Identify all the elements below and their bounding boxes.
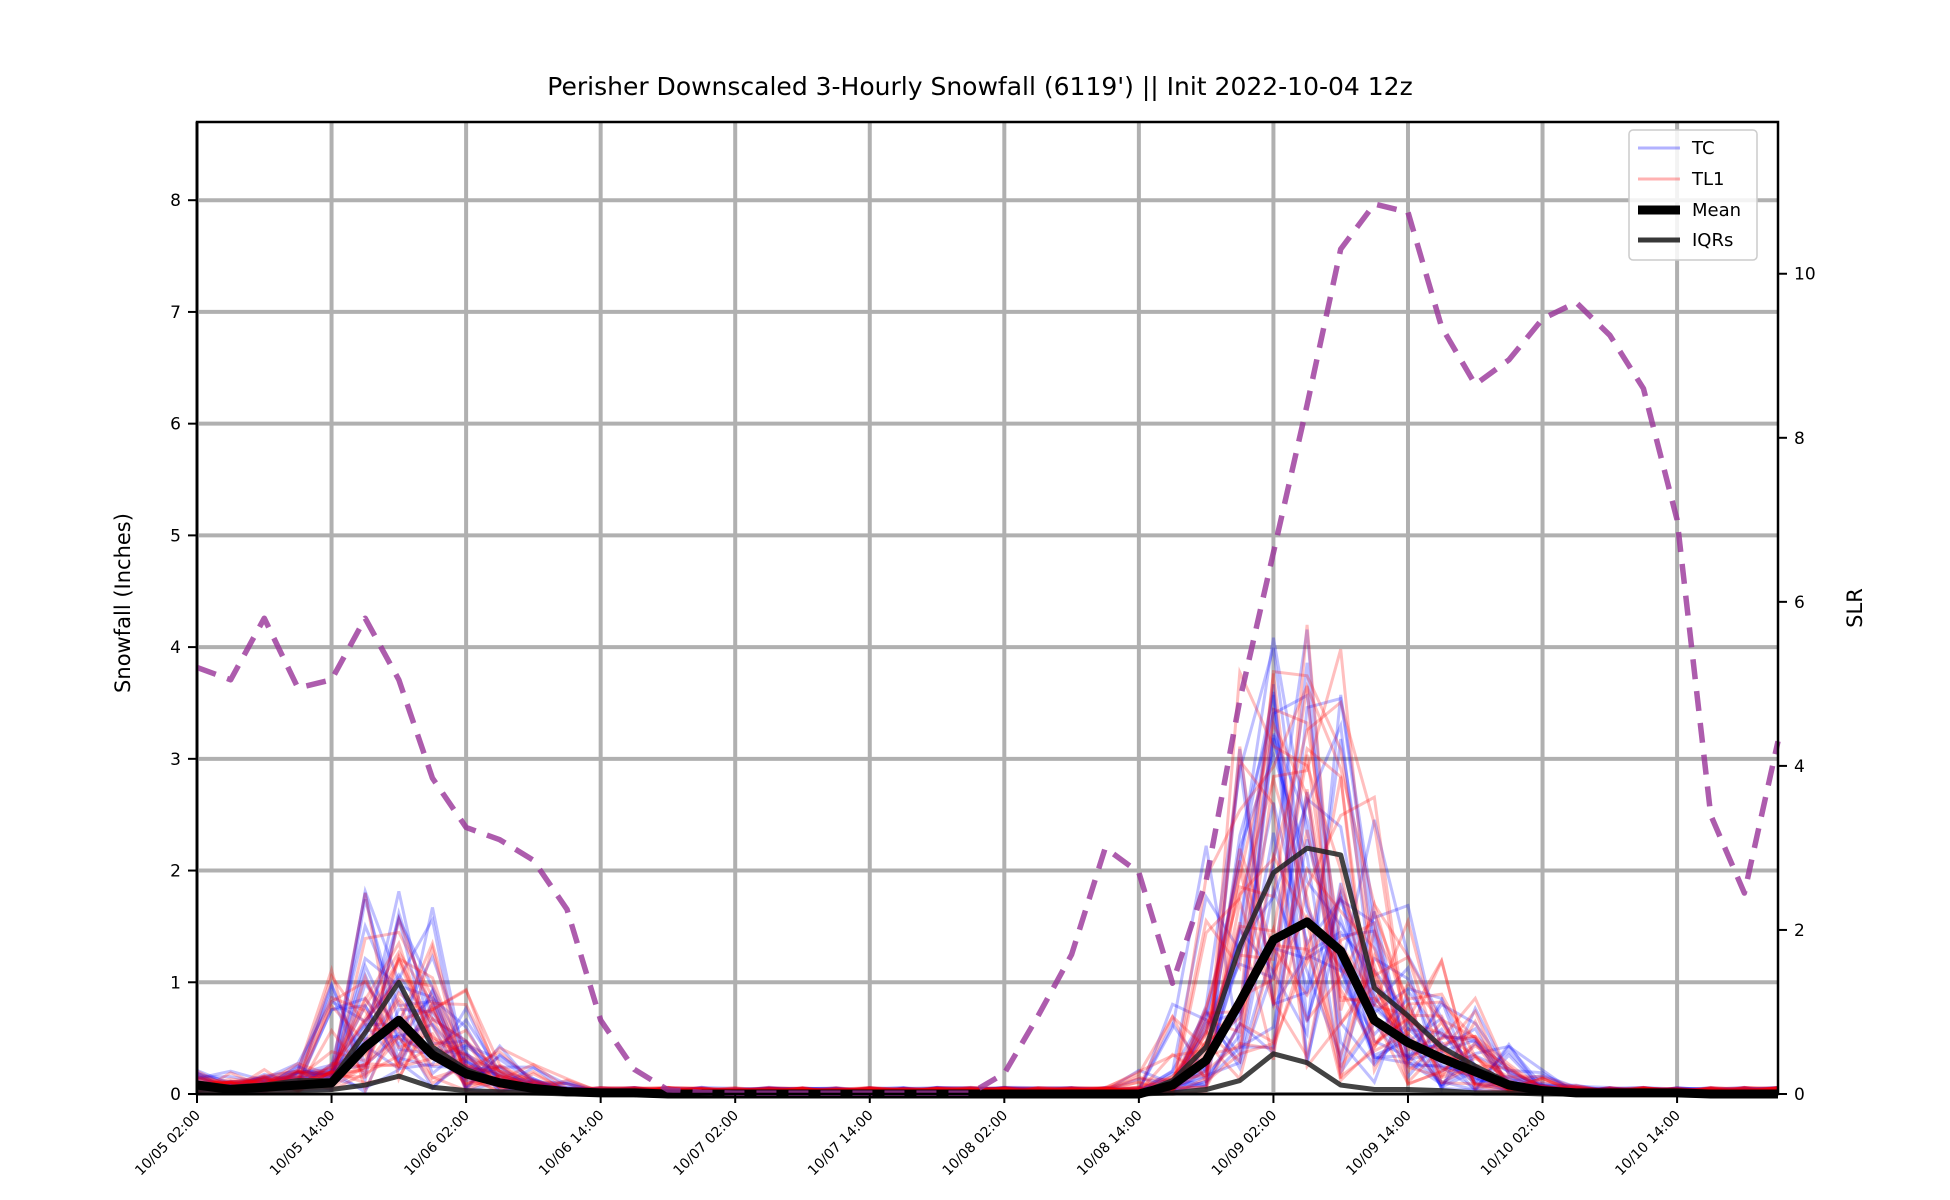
y2-tick-label: 10 <box>1794 265 1816 285</box>
y2-tick-label: 6 <box>1794 593 1805 613</box>
grid <box>195 122 1778 1096</box>
y2-tick-label: 8 <box>1794 429 1805 449</box>
ensemble-member-tc-22 <box>196 647 1779 1096</box>
ensemble-member-tc-11 <box>196 734 1779 1096</box>
legend-label-tc: TC <box>1691 138 1715 159</box>
legend-label-mean: Mean <box>1692 200 1741 221</box>
right-axis-ticks: 0 2 4 6 8 10 <box>1778 265 1816 1105</box>
ensemble-member-tc-19 <box>196 907 1779 1096</box>
slr-line-group <box>196 201 1781 1096</box>
y-tick-label: 8 <box>170 191 181 211</box>
y-tick-label: 6 <box>170 415 181 435</box>
y2-tick-label: 0 <box>1794 1085 1805 1105</box>
y-tick-label: 1 <box>170 973 181 993</box>
y2-axis-label: SLR <box>1843 588 1867 628</box>
y-tick-label: 0 <box>170 1085 181 1105</box>
chart-title: Perisher Downscaled 3-Hourly Snowfall (6… <box>547 72 1412 101</box>
y2-tick-label: 2 <box>1794 921 1805 941</box>
y-tick-label: 4 <box>170 638 181 658</box>
ensemble-member-tc-7 <box>196 694 1779 1096</box>
ensemble-member-tc-3 <box>196 637 1779 1096</box>
y-axis-label: Snowfall (Inches) <box>111 513 135 693</box>
legend-box <box>1628 129 1758 261</box>
legend-label-iqrs: IQRs <box>1692 230 1733 251</box>
left-axis-ticks: 0 1 2 3 4 5 6 7 8 <box>170 191 197 1105</box>
y-tick-label: 3 <box>170 750 181 770</box>
ensemble-member-tc-12 <box>196 629 1779 1096</box>
legend: TC TL1 Mean IQRs <box>1628 129 1758 261</box>
legend-label-tl1: TL1 <box>1691 169 1724 190</box>
y-tick-label: 5 <box>170 526 181 546</box>
y2-tick-label: 4 <box>1794 757 1805 777</box>
plot-frame <box>195 120 1780 1096</box>
y-tick-label: 7 <box>170 303 181 323</box>
y-tick-label: 2 <box>170 862 181 882</box>
slr-line <box>196 201 1781 1096</box>
